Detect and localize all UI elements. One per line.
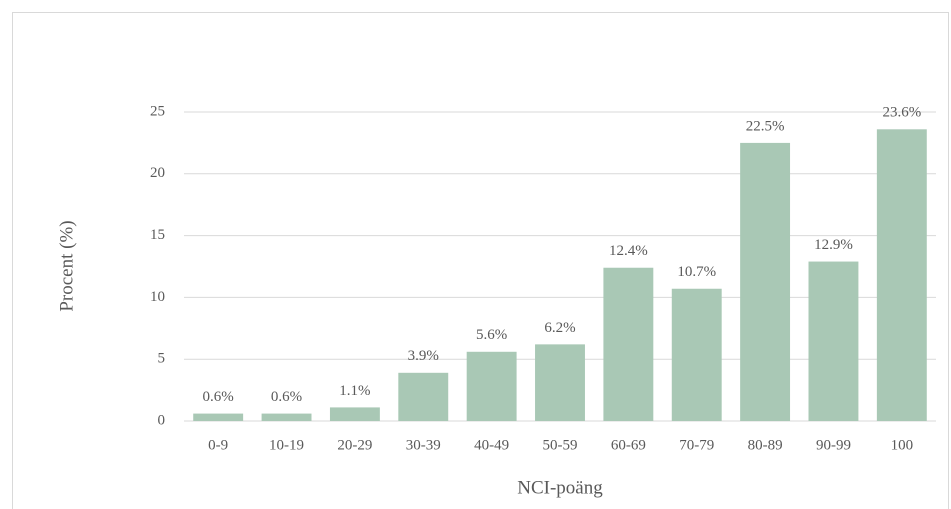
chart-frame bbox=[12, 12, 949, 509]
value-label: 5.6% bbox=[476, 327, 507, 343]
bar bbox=[466, 351, 517, 421]
value-label: 10.7% bbox=[677, 264, 716, 280]
bar bbox=[535, 344, 585, 421]
value-label: 3.9% bbox=[408, 348, 439, 364]
value-label: 1.1% bbox=[339, 383, 370, 399]
y-axis-title: Procent (%) bbox=[56, 220, 77, 311]
value-label: 22.5% bbox=[746, 118, 785, 134]
value-label: 12.9% bbox=[814, 237, 853, 253]
bar bbox=[740, 142, 791, 421]
bar bbox=[261, 413, 312, 421]
value-label: 6.2% bbox=[544, 320, 575, 336]
bar bbox=[876, 129, 927, 421]
bar bbox=[671, 288, 722, 421]
bar bbox=[193, 413, 244, 421]
value-label: 12.4% bbox=[609, 243, 648, 259]
bar bbox=[398, 372, 449, 421]
y-tick-label: 5 bbox=[158, 351, 166, 367]
bar bbox=[808, 261, 859, 421]
x-tick-label: 50-59 bbox=[543, 437, 578, 453]
x-tick-label: 30-39 bbox=[406, 437, 441, 453]
y-tick-label: 15 bbox=[150, 227, 165, 243]
value-label: 23.6% bbox=[882, 105, 921, 121]
x-tick-label: 70-79 bbox=[679, 437, 714, 453]
x-axis-title: NCI-poäng bbox=[517, 477, 603, 498]
value-label: 0.6% bbox=[271, 389, 302, 405]
value-label: 0.6% bbox=[203, 389, 234, 405]
y-tick-label: 10 bbox=[150, 289, 165, 305]
x-tick-label: 20-29 bbox=[337, 437, 372, 453]
x-tick-label: 90-99 bbox=[816, 437, 851, 453]
bar bbox=[603, 267, 654, 421]
y-tick-label: 0 bbox=[158, 412, 166, 428]
x-tick-label: 10-19 bbox=[269, 437, 304, 453]
y-tick-label: 25 bbox=[150, 103, 165, 119]
x-tick-label: 80-89 bbox=[748, 437, 783, 453]
x-tick-label: 60-69 bbox=[611, 437, 646, 453]
y-tick-label: 20 bbox=[150, 165, 165, 181]
x-tick-label: 40-49 bbox=[474, 437, 509, 453]
x-tick-label: 100 bbox=[891, 437, 914, 453]
x-tick-label: 0-9 bbox=[208, 437, 228, 453]
bar bbox=[329, 407, 380, 421]
